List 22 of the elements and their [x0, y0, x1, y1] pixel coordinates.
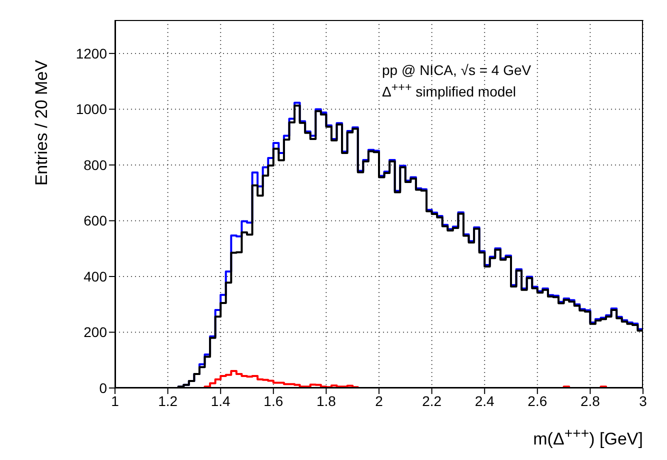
annotation: Δ$^{+++}$ simplified model — [382, 80, 518, 101]
x-tick-label: 2.6 — [528, 392, 548, 409]
y-tick-label: 0 — [99, 380, 108, 396]
x-tick-label: 1.2 — [158, 392, 178, 409]
x-tick-label: 1.6 — [264, 392, 284, 409]
x-tick-label: 2.4 — [474, 392, 495, 409]
y-tick-label: 200 — [84, 324, 108, 340]
x-tick-label: 2.8 — [580, 392, 600, 409]
x-tick-label: 1.4 — [210, 392, 231, 409]
y-tick-label: 800 — [84, 156, 108, 173]
x-tick-label: 1.8 — [316, 392, 336, 409]
x-tick-label: 2 — [375, 392, 384, 409]
x-tick-label: 3 — [639, 392, 648, 409]
y-tick-label: 400 — [84, 268, 108, 284]
annotation: pp @ NICA, √s = 4 GeV — [382, 62, 532, 79]
y-tick-label: 1000 — [76, 101, 108, 118]
y-tick-label: 600 — [84, 212, 108, 229]
x-axis-title: m(Δ$^{+++}$) [GeV] — [533, 426, 643, 450]
y-axis-title: Entries / 20 MeV — [32, 60, 52, 186]
y-tick-label: 1200 — [76, 45, 108, 62]
x-tick-label: 1 — [111, 392, 120, 409]
x-tick-label: 2.2 — [422, 392, 442, 409]
